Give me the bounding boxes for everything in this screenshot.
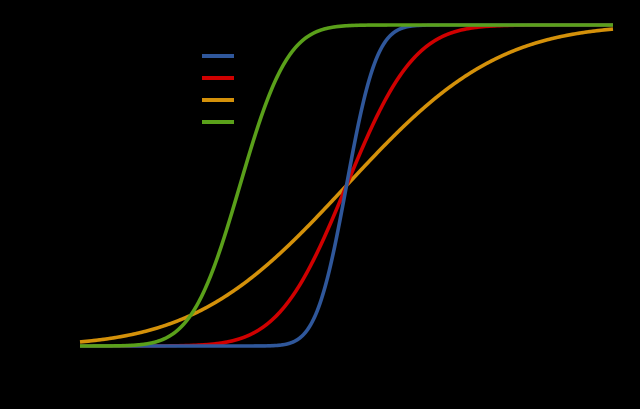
curve-series-1 — [80, 23, 613, 348]
curve-series-4 — [80, 23, 613, 348]
chart-curves — [79, 23, 614, 348]
chart-legend — [202, 54, 234, 124]
